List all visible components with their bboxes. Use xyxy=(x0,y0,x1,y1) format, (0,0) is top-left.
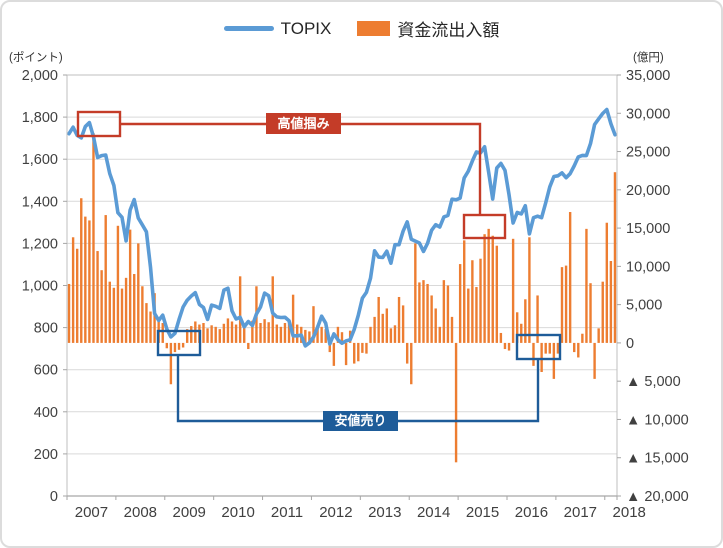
svg-text:35,000: 35,000 xyxy=(626,68,670,84)
red-connector-right xyxy=(341,122,482,215)
svg-text:25,000: 25,000 xyxy=(626,145,670,161)
legend-item-topix: TOPIX xyxy=(223,18,332,39)
legend-label-topix: TOPIX xyxy=(280,18,332,38)
svg-text:2017: 2017 xyxy=(564,504,597,521)
legend-item-fund-flows: 資金流出入額 xyxy=(357,16,499,41)
topix-line xyxy=(67,107,617,348)
svg-text:600: 600 xyxy=(34,363,58,379)
svg-text:800: 800 xyxy=(34,321,58,337)
svg-text:2011: 2011 xyxy=(271,504,303,521)
svg-text:2012: 2012 xyxy=(319,504,352,521)
x-axis-year-labels: 2007 2008 2009 2010 2011 2012 2013 2014 2015 2016… xyxy=(75,504,646,521)
svg-text:1,200: 1,200 xyxy=(22,236,58,252)
svg-text:15,000: 15,000 xyxy=(626,221,670,237)
right-axis-labels: ▲ 20,000 ▲ 15,000 ▲ 10,000 ▲ 5,000 0 5,000 10,… xyxy=(626,68,689,505)
legend-label-fund-flows: 資金流出入額 xyxy=(397,21,500,40)
left-axis-unit-label: (ポイント) xyxy=(9,52,63,64)
svg-text:2010: 2010 xyxy=(221,504,254,521)
svg-text:2016: 2016 xyxy=(515,504,548,521)
svg-text:▲ 5,000: ▲ 5,000 xyxy=(626,374,681,390)
svg-text:2014: 2014 xyxy=(417,504,450,521)
red-box-2015 xyxy=(462,213,507,240)
blue-connector-left xyxy=(176,355,323,423)
svg-text:30,000: 30,000 xyxy=(626,106,670,122)
svg-text:20,000: 20,000 xyxy=(626,183,670,199)
svg-text:1,400: 1,400 xyxy=(22,194,58,210)
svg-text:0: 0 xyxy=(626,336,634,352)
svg-text:▲ 15,000: ▲ 15,000 xyxy=(626,451,689,467)
svg-text:▲ 10,000: ▲ 10,000 xyxy=(626,412,689,428)
svg-text:400: 400 xyxy=(34,405,58,421)
topix-line-swatch-icon xyxy=(223,26,274,31)
svg-text:1,000: 1,000 xyxy=(22,279,58,295)
yasune-label: 安値売り xyxy=(323,411,398,431)
svg-text:2007: 2007 xyxy=(75,504,108,521)
blue-connector-right xyxy=(398,359,540,423)
svg-text:200: 200 xyxy=(34,447,58,463)
fund-flow-bars xyxy=(67,133,617,463)
left-axis-labels: 0 200 400 600 800 1,000 1,200 1,400 1,600 1,800 2,… xyxy=(22,68,58,505)
svg-text:安値売り: 安値売り xyxy=(334,413,386,428)
svg-text:0: 0 xyxy=(50,489,58,505)
svg-text:10,000: 10,000 xyxy=(626,259,670,275)
fund-flows-bar-swatch-icon xyxy=(357,21,391,36)
svg-text:2015: 2015 xyxy=(466,504,499,521)
svg-text:1,800: 1,800 xyxy=(22,110,58,126)
axis-ticks xyxy=(63,74,621,500)
svg-text:2008: 2008 xyxy=(124,504,157,521)
svg-text:5,000: 5,000 xyxy=(626,298,662,314)
takane-label: 高値掴み xyxy=(266,113,341,134)
svg-text:2013: 2013 xyxy=(368,504,401,521)
svg-text:▲ 20,000: ▲ 20,000 xyxy=(626,489,689,505)
right-axis-unit-label: (億円) xyxy=(633,52,664,64)
svg-text:1,600: 1,600 xyxy=(22,152,58,168)
svg-text:2,000: 2,000 xyxy=(22,68,58,84)
svg-text:高値掴み: 高値掴み xyxy=(277,116,329,131)
svg-text:2018: 2018 xyxy=(613,504,646,521)
svg-text:2009: 2009 xyxy=(173,504,206,521)
chart-legend: TOPIX 資金流出入額 xyxy=(0,16,723,41)
